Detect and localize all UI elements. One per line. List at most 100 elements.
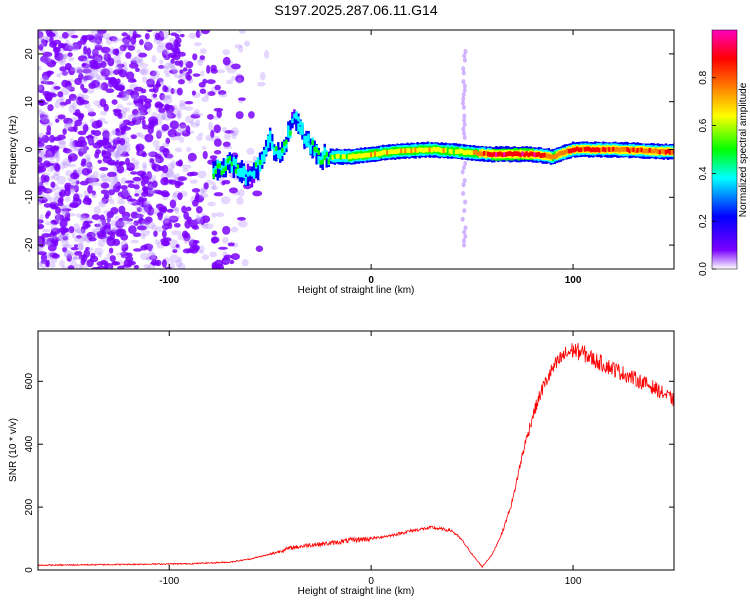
spectrogram-noise-cell <box>67 264 75 269</box>
spectrogram-noise-cell <box>154 239 161 245</box>
spectrogram-noise-cell <box>114 215 120 220</box>
spectrogram-noise-cell <box>91 190 96 196</box>
spectrogram-noise-cell <box>149 75 156 82</box>
spectrogram-noise-cell <box>74 250 83 256</box>
spectrogram-noise-cell <box>140 252 150 261</box>
spectrogram-noise-cell <box>49 36 54 45</box>
spectrogram-ridge-cell <box>436 146 439 152</box>
spectrogram-noise-cell <box>140 219 149 227</box>
spectrogram-noise-cell <box>68 226 75 234</box>
spectrogram-noise-cell <box>216 109 222 119</box>
spectrogram-ridge-cell <box>327 159 330 165</box>
spectrogram-noise-cell <box>215 212 225 217</box>
spectrogram-noise-cell <box>144 133 154 143</box>
spectrogram-noise-cell <box>152 93 158 98</box>
spectrogram-noise-cell <box>206 79 216 85</box>
spectrogram-noise-cell <box>174 206 180 215</box>
spectrogram-noise-cell <box>50 223 58 232</box>
spectrogram-noise-cell <box>38 219 44 224</box>
spectrogram-noise-cell <box>163 56 169 60</box>
spectrogram-ridge-cell <box>493 151 496 157</box>
spectrogram-noise-cell <box>191 188 201 193</box>
snr-y-axis-label: SNR (10 * v/v) <box>8 418 19 482</box>
spectrogram-noise-cell <box>39 199 45 203</box>
spectrogram-ridge-cell <box>511 152 514 157</box>
spectrogram-noise-cell <box>213 138 222 147</box>
spectrogram-noise-cell <box>160 114 166 120</box>
spectrogram-noise-cell <box>90 30 99 37</box>
spectrogram-ridge-cell <box>382 149 385 155</box>
spectrogram-noise-cell <box>59 54 69 58</box>
spectrogram-noise-cell <box>133 184 140 190</box>
spectrogram-noise-cell <box>196 135 203 141</box>
spectrogram-noise-cell <box>116 38 124 42</box>
spectrogram-noise-cell <box>87 137 93 144</box>
spectrogram-noise-cell <box>175 37 182 44</box>
spectrogram-noise-cell <box>40 253 48 262</box>
spectrogram-noise-cell <box>86 87 95 94</box>
spectrogram-noise-cell <box>85 217 93 222</box>
spectrogram-ridge-cell <box>254 162 258 167</box>
spectrogram-ridge-cell <box>662 149 666 154</box>
spectrogram-ridge-cell <box>495 152 498 158</box>
spectrogram-ridge-cell <box>378 151 381 157</box>
spectrogram-noise-cell <box>44 81 55 85</box>
colorbar-tick-label: 0.2 <box>698 214 709 228</box>
snr-series-line <box>38 342 674 569</box>
colorbar-tick-label: 0.0 <box>698 262 709 276</box>
spectrogram-noise-cell <box>211 230 218 236</box>
spectrogram-noise-cell <box>53 240 58 245</box>
y-tick-label: 400 <box>24 435 35 452</box>
spectrogram-noise-cell <box>88 82 96 89</box>
spectrogram-noise-cell <box>89 255 99 263</box>
spectrogram-ridge-cell <box>220 170 223 176</box>
spectrogram-noise-cell <box>224 64 232 71</box>
spectrogram-noise-cell <box>134 193 140 197</box>
spectrogram-ridge-cell <box>293 113 296 119</box>
spectrogram-noise-cell <box>38 141 45 148</box>
spectrogram-ridge-cell <box>311 140 314 146</box>
spectrogram-noise-cell <box>38 30 42 34</box>
spectrogram-noise-cell <box>150 255 157 260</box>
spectrogram-ridge-cell <box>470 150 474 156</box>
spectrogram-ridge-cell <box>315 147 318 153</box>
spectrogram-noise-cell <box>91 177 98 183</box>
spectrogram-noise-cell <box>46 59 57 68</box>
spectrogram-noise-cell <box>76 68 83 74</box>
spectrogram-ridge-cell <box>297 116 300 122</box>
spectrogram-noise-cell <box>169 254 180 264</box>
spectrogram-noise-cell <box>222 225 231 235</box>
spectrogram-ridge-cell <box>468 150 472 156</box>
spectrogram-ridge-cell <box>638 147 641 153</box>
spectrogram-spike-cell <box>461 96 466 102</box>
spectrogram-noise-cell <box>148 184 154 190</box>
spectrogram-noise-cell <box>111 99 118 105</box>
spectrogram-ridge-cell <box>277 152 280 158</box>
spectrogram-noise-cell <box>55 215 61 224</box>
snr-y-ticks: 0 200 400 600 <box>24 373 674 573</box>
spectrogram-ridge-cell <box>214 169 217 174</box>
spectrogram-noise-cell <box>170 58 175 64</box>
spectrogram-ridge-cell <box>610 147 613 152</box>
spectrogram-noise-cell <box>213 124 221 134</box>
spectrogram-noise-cell <box>41 116 51 124</box>
spectrogram-noise-cell <box>120 185 128 190</box>
spectrogram-noise-cell <box>82 68 92 74</box>
spectrogram-noise-cell <box>88 59 99 66</box>
x-tick-label: 0 <box>368 576 374 587</box>
spectrogram-noise-cell <box>198 192 209 199</box>
spectrogram-ridge-cell <box>489 152 492 157</box>
spectrogram-noise-cell <box>38 32 44 40</box>
spectrogram-ridge-cell <box>335 153 339 159</box>
spectrogram-noise-cell <box>65 98 72 105</box>
spectrogram-ridge-cell <box>321 151 324 160</box>
spectrogram-noise-cell <box>69 257 79 261</box>
spectrogram-noise-cell <box>114 149 120 159</box>
snr-frame <box>37 330 675 571</box>
spectrogram-noise-cell <box>146 42 153 52</box>
spectrogram-noise-cell <box>129 62 139 69</box>
spectrogram-noise-cell <box>184 106 194 111</box>
spectrogram-noise-cell <box>174 132 182 137</box>
spectrogram-ridge-cell <box>507 151 510 157</box>
spectrogram-noise-cell <box>151 174 157 182</box>
